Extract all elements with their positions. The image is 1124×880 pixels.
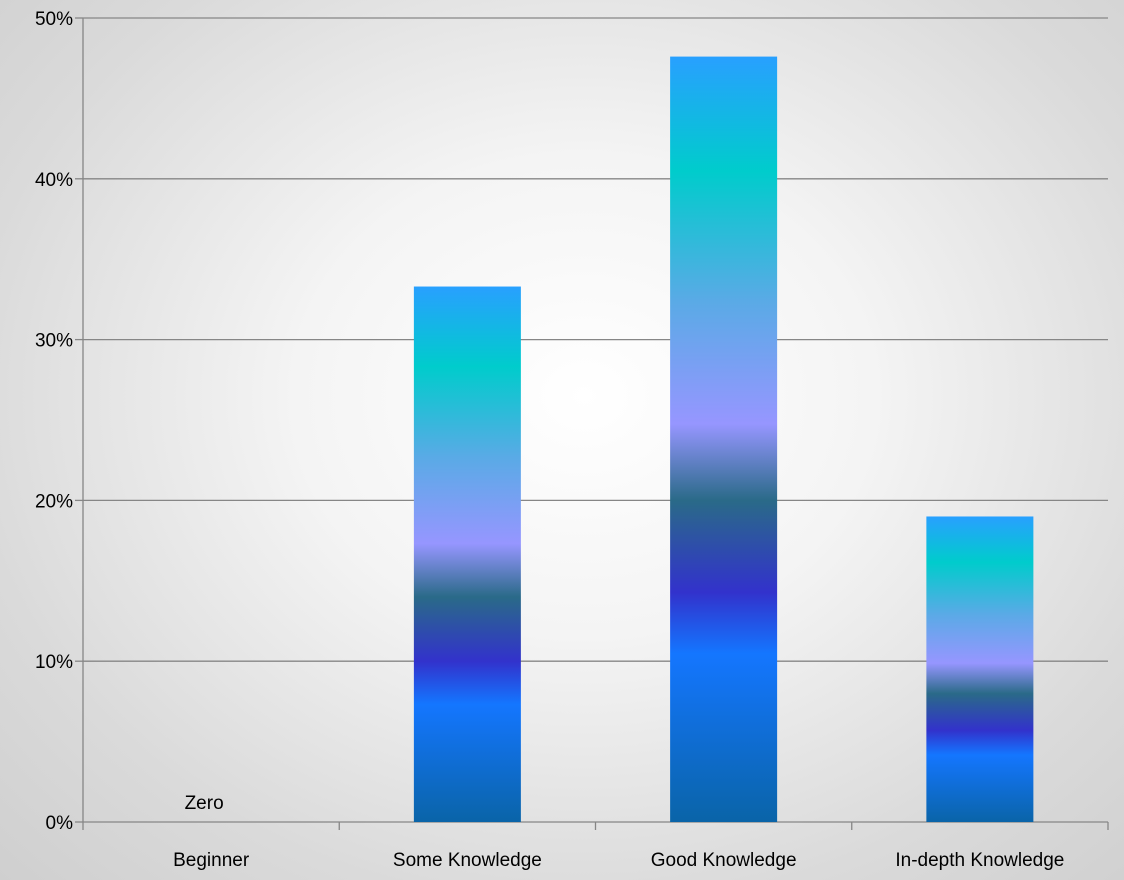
y-tick-label: 0% [46, 813, 74, 834]
x-tick-label: Beginner [173, 850, 250, 871]
y-tick-label: 20% [35, 491, 73, 512]
data-labels: Zero [185, 793, 224, 814]
bars [413, 56, 1034, 823]
y-tick-labels: 0% 10% 20% 30% 40% 50% [35, 9, 73, 834]
bar-some-knowledge [413, 286, 521, 822]
bar-in-depth-knowledge [926, 516, 1034, 822]
x-tick-label: In-depth Knowledge [895, 850, 1064, 871]
y-tick-label: 10% [35, 652, 73, 673]
bar-good-knowledge [670, 56, 778, 823]
y-tick-label: 30% [35, 331, 73, 352]
y-tick-label: 40% [35, 170, 73, 191]
x-tick-labels: Beginner Some Knowledge Good Knowledge In-d… [173, 850, 1064, 871]
x-tick-label: Some Knowledge [393, 850, 542, 871]
y-tick-label: 50% [35, 9, 73, 30]
x-tick-label: Good Knowledge [651, 850, 797, 871]
data-label-annotation: Zero [185, 793, 224, 814]
